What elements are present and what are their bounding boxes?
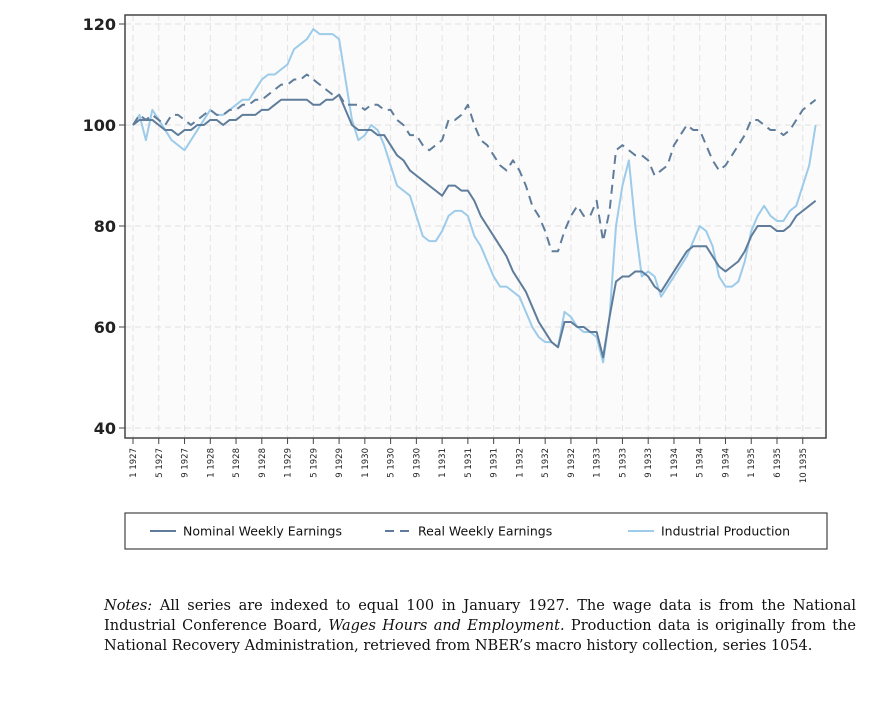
x-tick-label: 5 1930 bbox=[387, 448, 397, 478]
x-tick-label: 1 1933 bbox=[593, 448, 603, 478]
chart: 40 60 80 100 120 1 1927 5 1927 9 1927 1 1928 5 19… bbox=[83, 14, 828, 550]
x-tick-label: 5 1933 bbox=[618, 448, 628, 478]
lines bbox=[132, 28, 817, 364]
x-tick-label: 5 1934 bbox=[696, 448, 706, 478]
x-tick-label: 1 1932 bbox=[515, 448, 525, 478]
notes-source: Wages Hours and Employment. bbox=[328, 618, 565, 634]
x-tick-label: 1 1935 bbox=[747, 448, 757, 478]
legend-label: Nominal Weekly Earnings bbox=[183, 524, 342, 539]
notes-text: Production data is originally from the N… bbox=[104, 618, 856, 654]
notes-text: All series are indexed to equal 100 in J… bbox=[104, 598, 856, 634]
legend-box bbox=[124, 512, 828, 550]
legend-label: Real Weekly Earnings bbox=[418, 524, 552, 539]
x-tick-label: 1 1928 bbox=[206, 448, 216, 478]
legend: Nominal Weekly Earnings Real Weekly Earni… bbox=[150, 524, 790, 539]
x-tick-label: 5 1927 bbox=[155, 448, 165, 478]
x-tick-label: 9 1933 bbox=[644, 448, 654, 478]
y-tick-label: 40 bbox=[94, 419, 116, 438]
series-line bbox=[132, 93, 817, 359]
x-tick-label: 9 1927 bbox=[181, 448, 191, 478]
notes: Notes: All series are indexed to equal 1… bbox=[104, 596, 856, 656]
y-tick-label: 60 bbox=[94, 318, 116, 337]
y-tick-label: 80 bbox=[94, 217, 116, 236]
x-tick-label: 9 1932 bbox=[567, 448, 577, 478]
x-tick-label: 9 1934 bbox=[721, 448, 731, 478]
y-tick-label: 100 bbox=[83, 116, 116, 135]
notes-label: Notes: bbox=[104, 598, 153, 614]
axes: 40 60 80 100 120 1 1927 5 1927 9 1927 1 1928 5 19… bbox=[83, 15, 809, 483]
x-tick-label: 9 1931 bbox=[490, 448, 500, 478]
legend-label: Industrial Production bbox=[661, 524, 790, 539]
x-tick-label: 1 1931 bbox=[438, 448, 448, 478]
x-tick-label: 9 1928 bbox=[258, 448, 268, 478]
x-tick-label: 1 1927 bbox=[129, 448, 139, 478]
x-tick-label: 5 1928 bbox=[232, 448, 242, 478]
x-tick-label: 9 1929 bbox=[335, 448, 345, 478]
x-tick-label: 9 1930 bbox=[412, 448, 422, 478]
x-tick-label: 5 1932 bbox=[541, 448, 551, 478]
x-tick-label: 6 1935 bbox=[773, 448, 783, 478]
series-line bbox=[132, 28, 817, 364]
x-tick-label: 5 1929 bbox=[309, 448, 319, 478]
y-tick-label: 120 bbox=[83, 15, 116, 34]
x-tick-label: 5 1931 bbox=[464, 448, 474, 478]
series-line bbox=[132, 73, 817, 253]
x-tick-label: 1 1934 bbox=[670, 448, 680, 478]
x-tick-label: 1 1929 bbox=[284, 448, 294, 478]
x-tick-label: 1 1930 bbox=[361, 448, 371, 478]
x-tick-label: 10 1935 bbox=[799, 448, 809, 483]
